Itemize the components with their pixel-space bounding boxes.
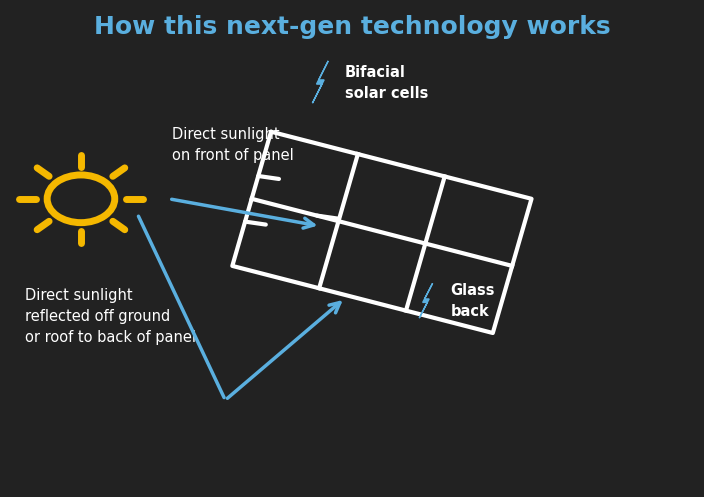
Polygon shape bbox=[420, 283, 432, 318]
Text: Direct sunlight
on front of panel: Direct sunlight on front of panel bbox=[172, 127, 294, 163]
Text: Glass
back: Glass back bbox=[451, 283, 495, 319]
Text: Direct sunlight
reflected off ground
or roof to back of panel: Direct sunlight reflected off ground or … bbox=[25, 288, 196, 345]
Text: How this next-gen technology works: How this next-gen technology works bbox=[94, 15, 610, 39]
Text: Bifacial
solar cells: Bifacial solar cells bbox=[345, 65, 428, 100]
Polygon shape bbox=[313, 61, 328, 103]
